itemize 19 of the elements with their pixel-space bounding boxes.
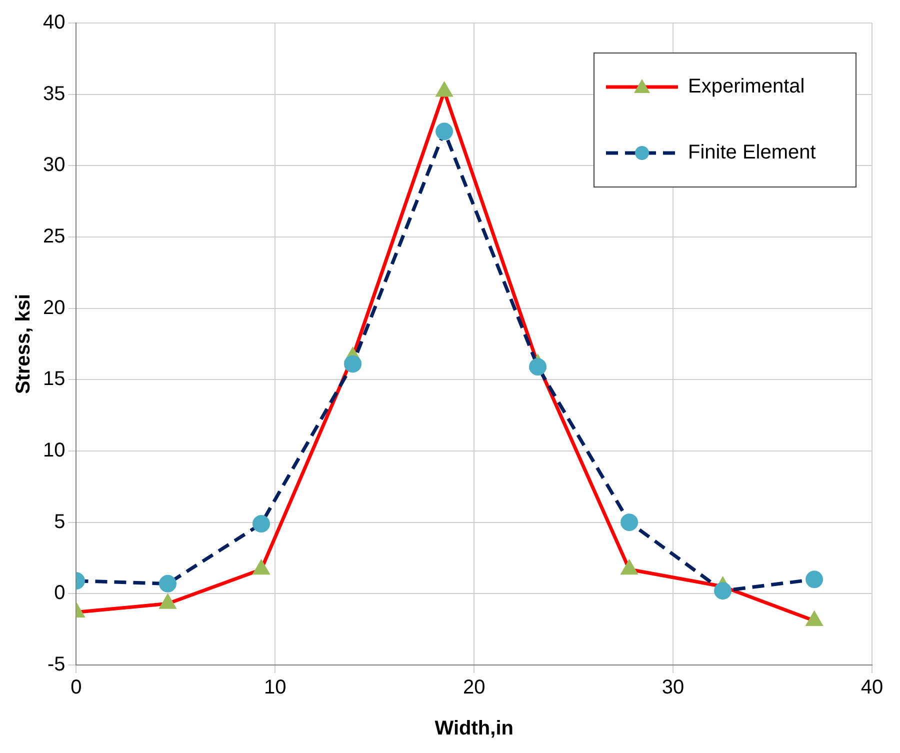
y-tick-label: 35: [42, 82, 66, 105]
x-tick-label: 20: [463, 676, 486, 699]
y-tick-label: 30: [42, 154, 66, 176]
y-tick-label: 15: [42, 368, 66, 390]
y-tick-label: 25: [42, 226, 66, 248]
legend-label: Experimental: [688, 76, 805, 98]
y-axis-title: Stress, ksi: [12, 294, 35, 394]
y-tick-label: 0: [54, 582, 66, 604]
y-tick-label: 5: [54, 510, 66, 533]
x-axis-title: Width,in: [434, 718, 514, 740]
x-tick-label: 10: [264, 676, 286, 699]
x-tick-label: 0: [70, 676, 82, 699]
x-tick-label: 40: [860, 676, 884, 699]
y-tick-label: 10: [42, 440, 66, 462]
y-tick-label: 20: [42, 296, 66, 319]
y-tick-label: -5: [47, 654, 66, 676]
y-tick-label: 40: [42, 12, 66, 34]
legend-label: Finite Element: [688, 142, 816, 164]
x-tick-label: 30: [662, 676, 684, 699]
